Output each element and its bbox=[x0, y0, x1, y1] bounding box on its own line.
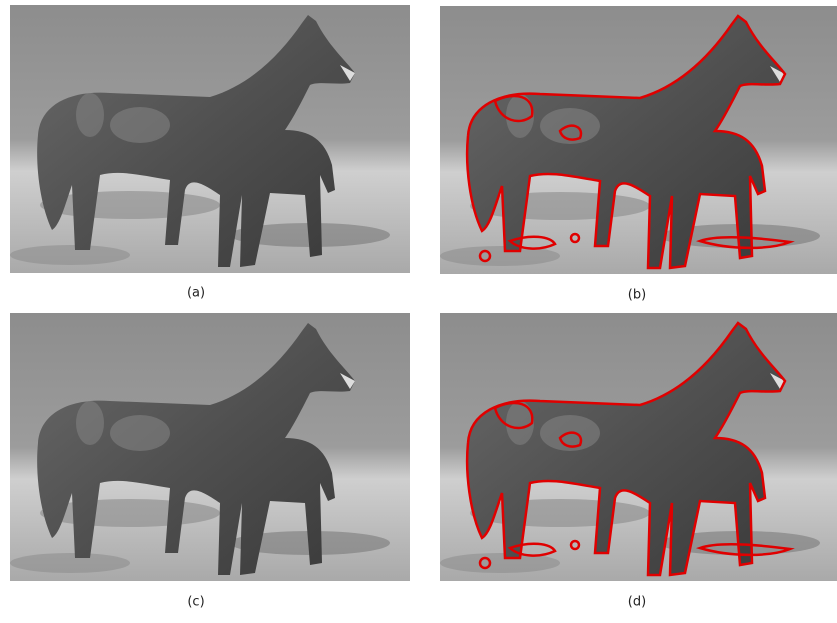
image-b bbox=[440, 6, 837, 274]
caption: (b) bbox=[628, 288, 646, 303]
image-c bbox=[10, 313, 410, 581]
image-a bbox=[10, 5, 410, 273]
image-d bbox=[440, 313, 837, 581]
caption: (c) bbox=[187, 595, 204, 610]
caption: (d) bbox=[628, 595, 646, 610]
figure: (a) (b) (c) (d) bbox=[0, 0, 837, 623]
caption: (a) bbox=[187, 286, 205, 301]
